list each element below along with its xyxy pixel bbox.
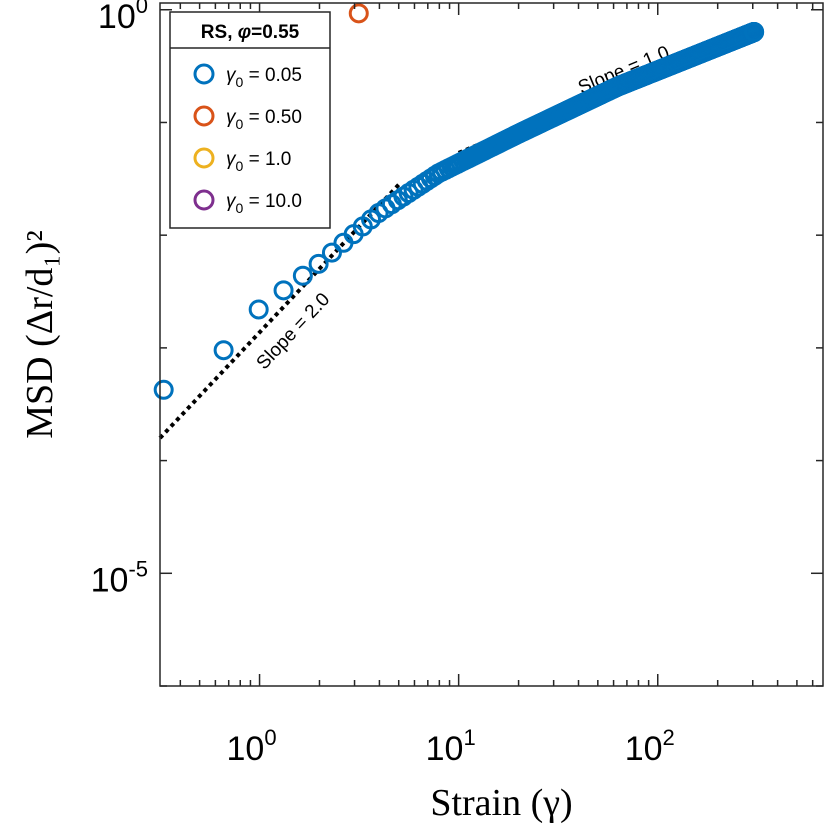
plot-frame: [159, 2, 824, 687]
data-point: [308, 253, 329, 274]
series-2: [348, 3, 369, 24]
data-point: [153, 379, 174, 400]
legend-entry-4: γ0 = 10.0: [193, 189, 302, 216]
legend-entry-3: γ0 = 1.0: [193, 147, 291, 174]
legend: RS, φ=0.55 γ0 = 0.05 γ0 = 0.50 γ0 = 1.0 γ0 =…: [169, 11, 331, 229]
legend-label: γ0 = 0.05: [226, 65, 302, 90]
x-axis-title: Strain (γ): [430, 782, 572, 824]
legend-label: γ0 = 10.0: [226, 191, 302, 216]
legend-entry-1: γ0 = 0.05: [193, 63, 302, 90]
y-axis-title: MSD (Δr/d₁)²: [19, 230, 61, 438]
data-point: [292, 265, 313, 286]
data-point: [348, 3, 369, 24]
x-tick-label: 102: [625, 725, 675, 768]
legend-label: γ0 = 1.0: [226, 149, 291, 174]
data-point: [273, 280, 294, 301]
data-point: [248, 299, 269, 320]
data-point: [321, 242, 342, 263]
legend-entry-2: γ0 = 0.50: [193, 105, 302, 132]
legend-marker: [193, 105, 215, 127]
axes: 100 101 102 100 10-5 Strain (γ) MSD (Δr/d₁)²: [19, 0, 824, 824]
y-tick-label: 10-5: [91, 556, 148, 599]
legend-title: RS, φ=0.55: [201, 22, 300, 43]
x-tick-label: 101: [426, 725, 476, 768]
series-layer: [153, 3, 765, 400]
data-point: [744, 21, 765, 42]
data-point: [213, 340, 234, 361]
x-tick-label: 100: [227, 725, 277, 768]
y-tick-label: 100: [98, 0, 148, 36]
legend-marker: [193, 63, 215, 85]
legend-label: γ0 = 0.50: [226, 107, 302, 132]
legend-marker: [193, 189, 215, 211]
series-1: [153, 21, 765, 400]
legend-marker: [193, 147, 215, 169]
